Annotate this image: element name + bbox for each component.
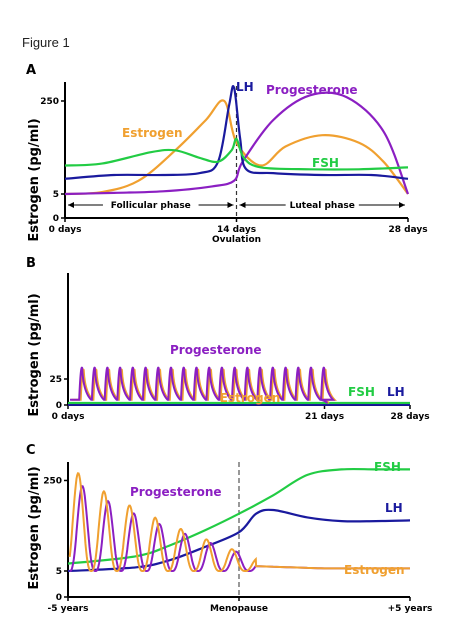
panel-a-phase-label-bg-luteal-phase [285,199,359,211]
panel-b-xtick-label-28-days: 28 days [390,412,429,422]
panel-a-line-lh [64,85,409,180]
panel-b-chart: B Estrogen (pg/ml) 0 25 0 days 21 days 28 da… [26,256,430,422]
panel-b-label-fsh: FSH [348,385,375,399]
panel-b-ytick-label-25: 25 [49,375,62,385]
panel-a-ytick-label-5: 5 [53,190,59,200]
panel-a-phase-arrowhead-left-luteal-phase [239,202,246,208]
panel-c-label-progesterone: Progesterone [130,485,222,499]
panel-c-xtick-label--5-years: -5 years [48,604,89,614]
figure-caption: Figure 1 [22,35,70,50]
panel-c-label-fsh: FSH [374,460,401,474]
panel-c-line-progesterone [69,485,410,573]
panel-c-label-lh: LH [385,501,403,515]
panel-c-label-estrogen: Estrogen [344,563,405,577]
panel-b-xtick-label-21-days: 21 days [305,412,344,422]
panel-a-letter: A [26,63,36,78]
panel-b-line-progesterone [70,366,336,404]
panel-a-phase-arrowhead-right-follicular-phase [227,202,234,208]
panel-a-xtick-label-0-days: 0 days [49,225,82,235]
panel-a-label-progesterone: Progesterone [266,83,358,97]
panel-a-label-lh: LH [236,80,254,94]
panel-b-ylabel: Estrogen (pg/ml) [27,293,42,416]
panel-a-xtick-label-14-days: 14 days [217,225,256,235]
panel-c-letter: C [26,443,36,458]
panel-c-ytick-label-250: 250 [43,476,62,486]
panel-b-label-lh: LH [387,385,405,399]
panel-a-ytick-label-250: 250 [40,97,59,107]
panel-c-ylabel: Estrogen (pg/ml) [27,466,42,589]
panel-a-ovulation-label: Ovulation [212,235,261,245]
panel-a-phase-label-luteal-phase: Luteal phase [290,201,355,211]
panel-a-line-estrogen [64,99,409,196]
panel-a-label-estrogen: Estrogen [122,126,183,140]
panel-a-xtick-label-28-days: 28 days [388,225,427,235]
panel-a-line-fsh [64,137,409,171]
panel-a-ylabel: Estrogen (pg/ml) [27,118,42,241]
panel-c-ytick-label-5: 5 [56,567,62,577]
panel-b-label-estrogen: Estrogen [220,391,281,405]
panel-c-ytick-label-0: 0 [56,593,62,603]
panel-b-letter: B [26,256,36,271]
panel-c-line-fsh [67,467,410,565]
panel-c-xtick-label--5-years: +5 years [388,604,433,614]
panel-b-xtick-label-0-days: 0 days [52,412,85,422]
panel-a-phase-label-follicular-phase: Follicular phase [111,201,191,211]
panel-c-xtick-label-menopause: Menopause [210,604,268,614]
panel-a-label-fsh: FSH [312,156,339,170]
panel-a-phase-arrowhead-right-luteal-phase [399,202,405,208]
panel-a-phase-arrowhead-left-follicular-phase [68,202,74,208]
panel-c-line-lh [67,508,411,573]
panel-b-label-progesterone: Progesterone [170,343,262,357]
panel-a-chart: A Estrogen (pg/ml) 0 5 250 0 days 14 days 28 … [26,63,428,245]
panel-c-chart: C Estrogen (pg/ml) 0 5 250 -5 years Menopaus… [26,443,433,614]
panel-b-ytick-label-0: 0 [56,401,62,411]
panel-a-ytick-label-0: 0 [53,214,59,224]
panel-a-phase-label-bg-follicular-phase [102,199,199,211]
panel-c-line-estrogen [68,472,410,573]
